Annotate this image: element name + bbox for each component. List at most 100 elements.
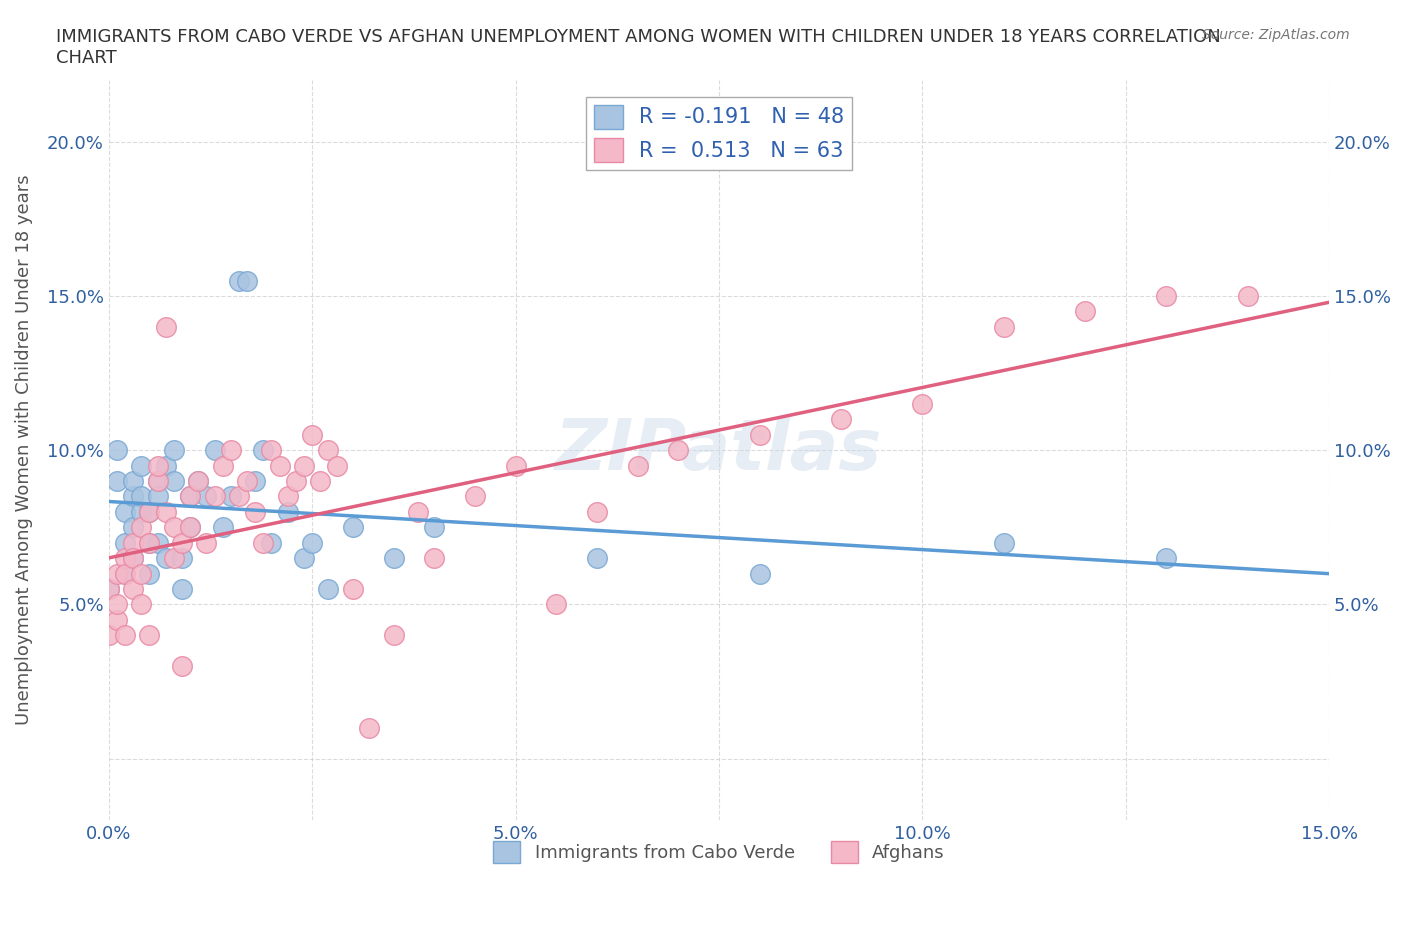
Point [138,566,160,581]
Point [122,489,145,504]
Point [464,489,486,504]
Point [252,443,274,458]
Point [179,489,201,504]
Point [626,458,648,473]
Point [830,412,852,427]
Point [252,536,274,551]
Legend: Immigrants from Cabo Verde, Afghans: Immigrants from Cabo Verde, Afghans [485,834,952,870]
Point [105,443,128,458]
Point [155,319,177,334]
Point [284,473,307,488]
Point [122,581,145,596]
Point [911,396,934,411]
Point [382,551,405,565]
Point [138,504,160,519]
Point [97,581,120,596]
Point [138,536,160,551]
Point [138,628,160,643]
Point [187,473,209,488]
Point [1156,288,1178,303]
Point [219,489,242,504]
Point [277,504,299,519]
Point [146,458,169,473]
Point [122,536,145,551]
Point [325,458,347,473]
Point [155,504,177,519]
Point [138,536,160,551]
Point [748,427,770,442]
Y-axis label: Unemployment Among Women with Children Under 18 years: Unemployment Among Women with Children U… [15,175,32,725]
Point [269,458,291,473]
Point [1074,304,1097,319]
Point [228,489,250,504]
Point [129,489,152,504]
Point [211,458,233,473]
Point [129,458,152,473]
Point [97,628,120,643]
Point [505,458,527,473]
Point [122,551,145,565]
Point [993,536,1015,551]
Point [309,473,332,488]
Point [179,489,201,504]
Point [179,520,201,535]
Point [163,443,186,458]
Point [122,551,145,565]
Point [342,581,364,596]
Point [114,536,136,551]
Point [342,520,364,535]
Point [382,628,405,643]
Point [170,551,193,565]
Point [146,536,169,551]
Point [423,551,446,565]
Point [586,504,609,519]
Point [97,581,120,596]
Point [260,443,283,458]
Point [138,504,160,519]
Point [163,473,186,488]
Point [146,489,169,504]
Point [236,273,259,288]
Point [187,473,209,488]
Point [122,520,145,535]
Point [236,473,259,488]
Point [301,427,323,442]
Point [292,551,315,565]
Point [204,443,226,458]
Point [146,473,169,488]
Point [170,536,193,551]
Point [105,612,128,627]
Point [114,551,136,565]
Point [586,551,609,565]
Point [318,443,340,458]
Point [211,520,233,535]
Point [105,566,128,581]
Point [546,597,568,612]
Point [155,551,177,565]
Point [204,489,226,504]
Point [105,597,128,612]
Point [318,581,340,596]
Point [105,473,128,488]
Point [1236,288,1258,303]
Point [277,489,299,504]
Point [245,504,267,519]
Point [163,551,186,565]
Text: IMMIGRANTS FROM CABO VERDE VS AFGHAN UNEMPLOYMENT AMONG WOMEN WITH CHILDREN UNDE: IMMIGRANTS FROM CABO VERDE VS AFGHAN UNE… [56,28,1220,67]
Point [993,319,1015,334]
Point [423,520,446,535]
Point [129,566,152,581]
Point [170,658,193,673]
Point [114,566,136,581]
Point [260,536,283,551]
Point [114,504,136,519]
Point [245,473,267,488]
Point [359,720,381,735]
Point [179,520,201,535]
Point [155,458,177,473]
Point [666,443,689,458]
Point [129,520,152,535]
Point [122,473,145,488]
Point [1156,551,1178,565]
Point [129,504,152,519]
